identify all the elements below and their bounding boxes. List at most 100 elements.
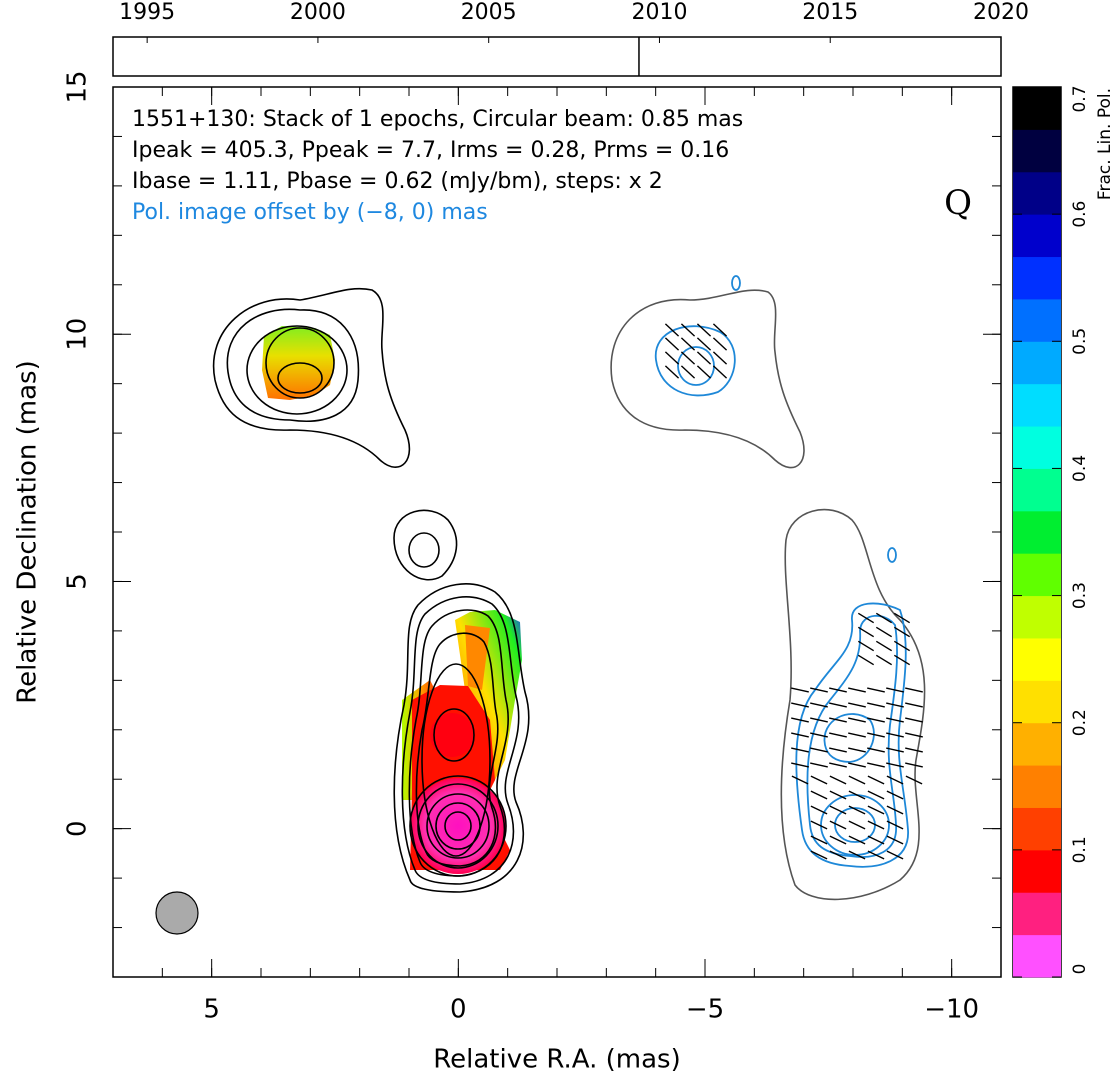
evpa-stick: [886, 820, 904, 830]
y-tick-label: 0: [63, 820, 93, 837]
contours: [212, 287, 530, 893]
colorbar-tick-label: 0.2: [1070, 709, 1090, 736]
colorbar-band: [1013, 426, 1061, 469]
evpa-stick: [848, 835, 866, 845]
pol-map: [430, 713, 474, 757]
evpa-stick: [829, 820, 847, 830]
evpa-stick: [867, 717, 885, 723]
colorbar-band: [1013, 87, 1061, 130]
evpa-stick: [857, 654, 875, 666]
evpa-stick: [680, 323, 696, 337]
evpa-stick: [810, 687, 828, 693]
evpa-stick: [875, 612, 893, 624]
colorbar-band: [1013, 892, 1061, 936]
colorbar-band: [1013, 298, 1061, 342]
x-axis-label: Relative R.A. (mas): [433, 1045, 680, 1075]
evpa-stick: [791, 762, 809, 768]
image: [155, 275, 926, 935]
timeline-tick-label: 1995: [119, 0, 175, 25]
evpa-stick: [810, 732, 828, 738]
evpa-stick: [848, 687, 866, 693]
evpa-stick: [791, 717, 809, 723]
evpa-stick: [829, 717, 847, 723]
y-axis-label: Relative Declination (mas): [13, 360, 43, 703]
evpa-stick: [905, 702, 923, 708]
timeline-tick-label: 2010: [631, 0, 687, 25]
evpa-stick: [680, 365, 696, 379]
x-tick-label: −5: [686, 995, 724, 1025]
colorbar-band: [1013, 214, 1061, 258]
evpa-stick: [905, 762, 923, 768]
annotation: Pol. image offset by (−8, 0) mas: [132, 200, 488, 225]
evpa-stick: [696, 365, 712, 379]
evpa-stick: [829, 775, 847, 785]
evpa-stick: [886, 805, 904, 815]
evpa-stick: [829, 790, 847, 800]
colorbar-band: [1013, 680, 1061, 724]
pol-contours: [610, 275, 926, 901]
colorbar-band: [1013, 595, 1061, 639]
evpa-stick: [848, 732, 866, 738]
evpa-stick: [664, 365, 680, 379]
colorbar-band: [1013, 341, 1061, 385]
evpa-stick: [810, 717, 828, 723]
evpa-stick: [875, 640, 893, 652]
x-tick-label: 5: [203, 995, 220, 1025]
pol-map: [410, 778, 506, 874]
evpa-stick: [867, 835, 885, 845]
timeline-tick-label: 2020: [973, 0, 1029, 25]
evpa-stick: [810, 702, 828, 708]
y-tick-label: 15: [63, 70, 93, 103]
colorbar-tick-label: 0.7: [1070, 85, 1090, 112]
evpa-stick: [893, 654, 911, 666]
evpa-stick: [857, 626, 875, 638]
evpa-stick: [791, 775, 809, 785]
evpa-stick: [893, 626, 911, 638]
evpa-stick: [848, 762, 866, 768]
evpa-stick: [905, 775, 923, 785]
colorbar-band: [1013, 807, 1061, 851]
colorbar-band: [1013, 934, 1061, 978]
evpa-stick: [829, 835, 847, 845]
evpa-stick: [829, 732, 847, 738]
annotation: Ipeak = 405.3, Ppeak = 7.7, Irms = 0.28,…: [132, 138, 729, 163]
evpa-stick: [886, 762, 904, 768]
evpa-stick: [848, 747, 866, 753]
evpa-stick: [848, 702, 866, 708]
colorbar-tick-label: 0.1: [1070, 836, 1090, 863]
evpa-stick: [664, 351, 680, 365]
evpa-stick: [886, 790, 904, 800]
evpa-stick: [867, 775, 885, 785]
x-tick-label: 0: [450, 995, 467, 1025]
colorbar-band: [1013, 722, 1061, 766]
evpa-stick: [886, 702, 904, 708]
evpa-stick: [829, 747, 847, 753]
evpa-stick: [848, 820, 866, 830]
evpa-stick: [867, 850, 885, 860]
evpa-stick: [893, 640, 911, 652]
evpa-stick: [712, 351, 728, 365]
evpa-stick: [696, 323, 712, 337]
beam: [155, 891, 199, 935]
evpa-stick: [848, 790, 866, 800]
colorbar-band: [1013, 256, 1061, 300]
colorbar-tick-label: 0.6: [1070, 201, 1090, 228]
colorbar-tick-label: 0.4: [1070, 455, 1090, 482]
evpa-stick: [867, 805, 885, 815]
colorbar-band: [1013, 383, 1061, 427]
evpa-stick: [857, 640, 875, 652]
evpa-stick: [664, 323, 680, 337]
evpa-stick: [848, 775, 866, 785]
evpa-stick: [680, 351, 696, 365]
evpa-stick: [886, 835, 904, 845]
evpa-stick: [893, 612, 911, 624]
evpa-stick: [712, 365, 728, 379]
colorbar-band: [1013, 468, 1061, 512]
timeline-tick-label: 2000: [290, 0, 346, 25]
timeline-frame: [112, 36, 1002, 77]
evpa-stick: [810, 775, 828, 785]
colorbar-tick-label: 0.3: [1070, 582, 1090, 609]
y-tick-label: 10: [63, 318, 93, 351]
colorbar-band: [1013, 765, 1061, 808]
